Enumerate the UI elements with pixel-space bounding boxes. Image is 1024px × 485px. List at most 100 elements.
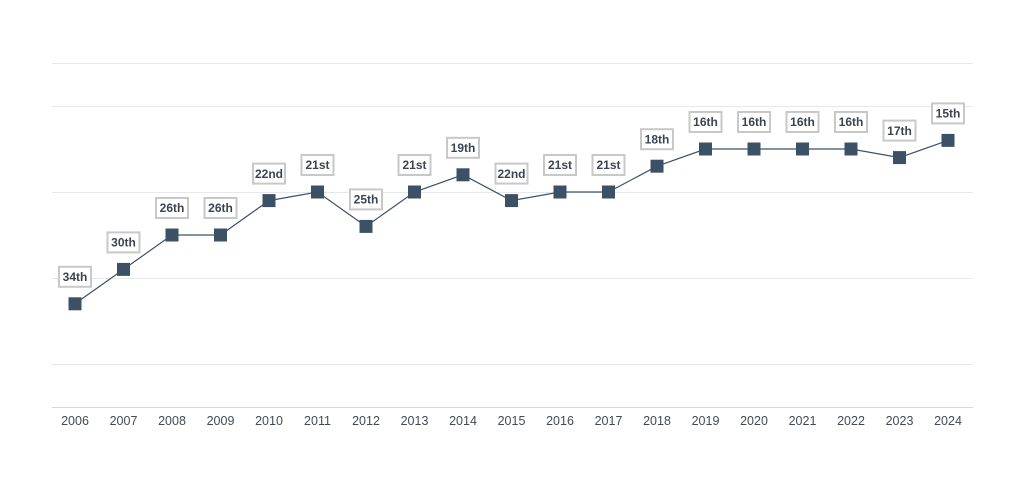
data-label: 22nd — [252, 162, 286, 185]
data-label-box — [252, 162, 286, 185]
data-label-box — [300, 154, 335, 176]
data-label-box — [494, 162, 529, 185]
data-label-text: 34th — [63, 270, 88, 284]
data-label-text: 22nd — [497, 167, 525, 181]
data-label: 21st — [300, 154, 335, 176]
x-tick-label: 2023 — [886, 414, 914, 428]
data-point-marker — [117, 262, 130, 276]
data-label-text: 22nd — [255, 167, 283, 181]
data-label: 19th — [446, 136, 480, 159]
data-label: 26th — [155, 197, 189, 219]
data-label-text: 16th — [839, 115, 864, 129]
data-label-box — [203, 197, 238, 219]
data-point-marker — [844, 142, 858, 156]
x-tick-label: 2014 — [449, 414, 477, 428]
data-point-marker — [941, 133, 955, 147]
data-point-marker — [68, 297, 82, 311]
data-point-marker — [602, 185, 615, 199]
x-tick-label: 2010 — [255, 414, 283, 428]
data-label: 26th — [203, 197, 238, 219]
data-label: 21st — [543, 154, 577, 176]
data-point-marker — [262, 194, 276, 208]
x-tick-label: 2017 — [595, 414, 623, 428]
data-label-box — [640, 128, 674, 151]
x-tick-label: 2018 — [643, 414, 671, 428]
data-label-box — [834, 111, 868, 133]
data-label-box — [882, 119, 917, 142]
data-label-box — [591, 154, 626, 176]
x-tick-label: 2016 — [546, 414, 574, 428]
data-label-text: 16th — [742, 115, 767, 129]
data-label-box — [931, 102, 965, 125]
data-point-marker — [214, 228, 227, 242]
x-tick-label: 2008 — [158, 414, 186, 428]
data-label-text: 16th — [790, 115, 815, 129]
x-tick-label: 2012 — [352, 414, 380, 428]
data-point-marker — [553, 185, 567, 199]
data-point-marker — [796, 142, 809, 156]
data-label-box — [58, 265, 92, 288]
data-point-marker — [311, 185, 324, 199]
data-label-text: 17th — [887, 124, 912, 138]
data-label: 21st — [591, 154, 626, 176]
data-labels: 34th 30th 26th 26th 22nd 21st 25th 21st 19th 22nd… — [58, 102, 965, 288]
x-tick-label: 2006 — [61, 414, 89, 428]
x-tick-label: 2013 — [401, 414, 429, 428]
data-point-marker — [408, 185, 421, 199]
data-label: 16th — [688, 111, 723, 133]
data-label-box — [446, 136, 480, 159]
data-point-marker — [165, 228, 179, 242]
data-label-box — [349, 188, 383, 211]
x-tick-label: 2015 — [498, 414, 526, 428]
data-label-text: 21st — [548, 158, 572, 172]
data-label: 21st — [397, 154, 432, 176]
data-point-marker — [505, 194, 518, 208]
data-point-marker — [650, 159, 664, 173]
x-tick-label: 2024 — [934, 414, 962, 428]
data-label-text: 26th — [208, 201, 233, 215]
data-label: 18th — [640, 128, 674, 151]
data-label-box — [543, 154, 577, 176]
data-label: 22nd — [494, 162, 529, 185]
data-label-box — [737, 111, 771, 133]
x-tick-label: 2009 — [207, 414, 235, 428]
x-tick-label: 2022 — [837, 414, 865, 428]
gridlines — [52, 63, 973, 408]
data-label-text: 21st — [596, 158, 620, 172]
x-tick-label: 2019 — [692, 414, 720, 428]
data-label-text: 25th — [354, 193, 379, 207]
x-tick-label: 2021 — [789, 414, 817, 428]
data-point-marker — [893, 151, 906, 165]
data-point-marker — [747, 142, 761, 156]
x-tick-label: 2020 — [740, 414, 768, 428]
data-label: 16th — [737, 111, 771, 133]
data-label-box — [785, 111, 820, 133]
data-label: 25th — [349, 188, 383, 211]
data-label: 15th — [931, 102, 965, 125]
data-point-marker — [359, 219, 373, 233]
data-label-box — [106, 231, 141, 254]
data-label: 16th — [785, 111, 820, 133]
data-label-text: 21st — [402, 158, 426, 172]
data-point-marker — [456, 168, 470, 182]
x-axis-ticks: 2006 2007 2008 2009 2010 2011 2012 2013 2014 2015… — [61, 414, 962, 428]
data-label-text: 30th — [111, 236, 136, 250]
data-label-text: 18th — [645, 132, 670, 146]
x-tick-label: 2007 — [110, 414, 138, 428]
data-label-text: 15th — [936, 107, 961, 121]
data-label-box — [155, 197, 189, 219]
data-label: 17th — [882, 119, 917, 142]
data-label-box — [397, 154, 432, 176]
data-label: 16th — [834, 111, 868, 133]
data-label-text: 16th — [693, 115, 718, 129]
data-label: 30th — [106, 231, 141, 254]
data-label-text: 21st — [305, 158, 329, 172]
data-label-text: 19th — [451, 141, 476, 155]
data-label: 34th — [58, 265, 92, 288]
markers — [68, 133, 955, 311]
x-tick-label: 2011 — [304, 414, 331, 428]
data-label-text: 26th — [160, 201, 185, 215]
data-point-marker — [699, 142, 712, 156]
